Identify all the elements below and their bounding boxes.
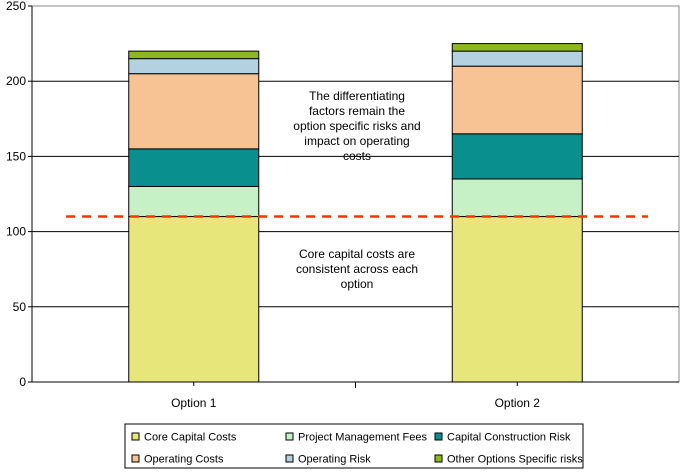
bar-segment-2-4 [451, 65, 583, 135]
legend-label: Operating Costs [144, 454, 224, 466]
y-tick-label: 150 [6, 149, 26, 163]
legend-swatch [131, 454, 140, 463]
legend-label: Operating Risk [298, 454, 371, 466]
legend-label: Core Capital Costs [144, 432, 237, 444]
annotation-line: Core capital costs are [299, 247, 415, 261]
bar-segment-2-1 [451, 216, 583, 383]
bar-segment-1-4 [128, 73, 260, 150]
bar-segment-1-6 [128, 50, 260, 60]
annotation-line: The differentiating [309, 89, 405, 103]
legend-swatch [434, 454, 443, 463]
annotation-line: option specific risks and [293, 119, 420, 133]
y-tick-label: 100 [6, 225, 26, 239]
y-tick-label: 50 [13, 300, 27, 314]
legend-label: Capital Construction Risk [447, 432, 571, 444]
y-tick-label: 250 [6, 0, 26, 13]
bar-segment-1-2 [128, 185, 260, 218]
legend: Core Capital Costs Project Management Fee… [124, 423, 584, 469]
bar-segment-1-3 [128, 148, 260, 187]
bar-segment-2-5 [451, 50, 583, 67]
legend-swatch [285, 454, 294, 463]
bar-segment-2-6 [451, 43, 583, 52]
bar-segment-2-2 [451, 178, 583, 218]
y-tick-label: 200 [6, 74, 26, 88]
annotation-line: option [341, 277, 374, 291]
x-category-label: Option 1 [171, 396, 217, 410]
legend-label: Other Options Specific risks [447, 454, 583, 466]
annotation-line: costs [343, 149, 371, 163]
legend-swatch [285, 432, 294, 441]
annotation-line: factors remain the [309, 104, 405, 118]
axis-layer: 0 50 100 150 200 250 Option 1 Option 2 [6, 0, 679, 410]
legend-label: Project Management Fees [298, 432, 428, 444]
annotation-line: impact on operating [304, 134, 409, 148]
legend-swatch [434, 432, 443, 441]
legend-box [124, 423, 584, 469]
x-category-label: Option 2 [495, 396, 541, 410]
legend-swatch [131, 432, 140, 441]
y-tick-label: 0 [19, 375, 26, 389]
bar-segment-1-1 [128, 216, 260, 383]
annotation-line: consistent across each [296, 262, 418, 276]
bar-segment-2-3 [451, 133, 583, 180]
bar-segment-1-5 [128, 58, 260, 75]
